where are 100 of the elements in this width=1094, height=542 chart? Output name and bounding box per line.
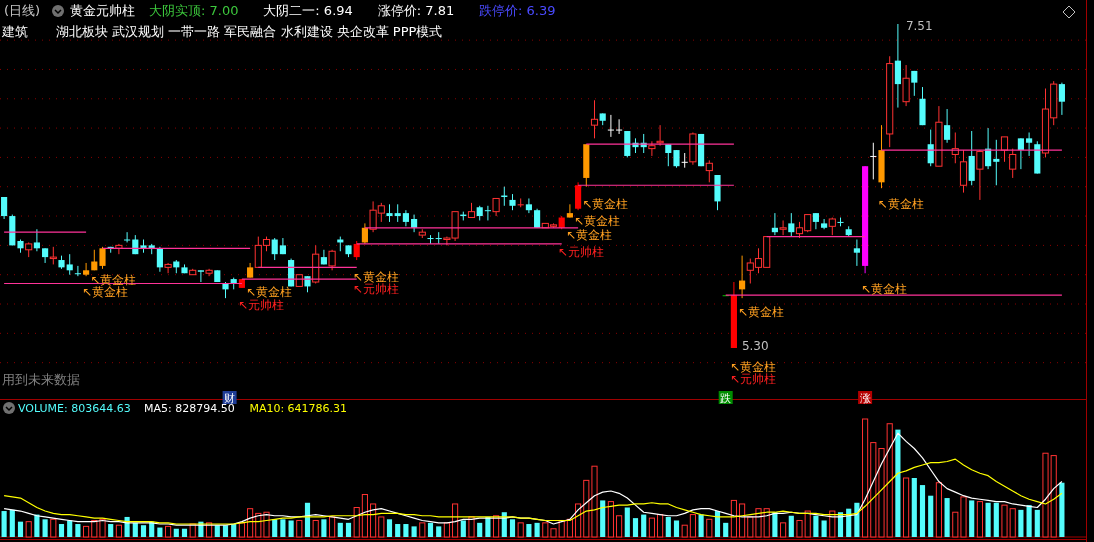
bar	[238, 522, 245, 538]
annotation: 建筑	[1, 24, 28, 39]
bar	[321, 519, 327, 537]
text: 涨	[859, 392, 871, 405]
candlestick	[993, 139, 1000, 186]
candlestick	[607, 114, 614, 138]
bar	[132, 522, 138, 537]
bar	[17, 521, 24, 537]
bar	[813, 515, 819, 537]
bar	[1034, 509, 1040, 537]
bar	[25, 521, 32, 538]
bar	[386, 519, 393, 537]
bar	[329, 516, 336, 538]
bar	[34, 514, 40, 537]
candlestick	[99, 246, 106, 270]
candlestick	[648, 140, 656, 157]
bar	[370, 503, 377, 538]
bar	[1026, 505, 1032, 537]
bar	[821, 520, 827, 537]
bar	[460, 520, 466, 537]
text: 跌停价: 6.39	[479, 3, 556, 18]
bar	[1018, 509, 1024, 537]
bar	[903, 477, 910, 538]
bar	[895, 429, 901, 537]
text: ↖元帅柱	[729, 372, 776, 386]
annotation: ↖黄金柱	[582, 196, 629, 211]
text: ↖黄金柱	[729, 360, 776, 374]
text: 财	[224, 392, 236, 405]
bar	[607, 501, 614, 538]
bar	[1, 511, 7, 537]
candlestick	[1026, 131, 1033, 157]
bar	[928, 495, 934, 537]
annotation: ↖黄金柱	[565, 227, 612, 242]
bar	[665, 516, 671, 537]
candlestick	[821, 218, 828, 230]
bar	[681, 524, 688, 538]
candlestick	[74, 265, 81, 277]
candlestick	[328, 249, 336, 271]
bar	[140, 525, 147, 537]
bar	[165, 525, 172, 538]
annotation: 5.30	[741, 339, 769, 353]
candlestick	[156, 246, 163, 273]
bar	[600, 500, 606, 537]
bar	[534, 522, 540, 537]
bar	[436, 526, 442, 537]
bar	[624, 507, 630, 537]
annotation: ↖元帅柱	[557, 245, 604, 260]
bar	[345, 522, 352, 537]
bar	[361, 494, 368, 538]
bar	[58, 524, 65, 537]
bar	[985, 502, 991, 537]
bar	[566, 518, 573, 538]
candlestick	[902, 64, 910, 107]
bar	[477, 522, 483, 537]
bar	[427, 522, 434, 537]
candlestick	[353, 240, 360, 261]
bar	[919, 485, 926, 537]
bar	[575, 503, 582, 538]
candlestick	[1009, 148, 1017, 179]
bar	[632, 518, 639, 537]
candlestick	[911, 70, 918, 97]
bar	[993, 502, 999, 537]
bar	[616, 515, 623, 538]
candlestick	[870, 142, 877, 180]
candlestick	[1058, 82, 1065, 116]
candlestick	[779, 219, 787, 236]
bar	[698, 514, 704, 537]
bar	[272, 519, 278, 537]
text: 大阴实顶: 7.00	[149, 3, 239, 18]
text: MA10: 641786.31	[249, 402, 348, 415]
bar	[353, 507, 360, 538]
candlestick	[616, 118, 623, 135]
bar	[526, 524, 532, 537]
bar	[723, 522, 729, 537]
bar	[935, 482, 942, 538]
candlestick	[361, 222, 368, 245]
bar	[944, 498, 950, 537]
candlestick	[66, 253, 73, 276]
candlestick	[320, 249, 327, 265]
text: (日线)	[4, 3, 41, 18]
candlestick	[944, 108, 951, 144]
bar	[280, 519, 286, 537]
bar	[378, 516, 385, 538]
annotation: ↖元帅柱	[237, 297, 284, 312]
bar	[788, 515, 794, 537]
bar	[181, 528, 188, 537]
candlestick	[976, 149, 984, 201]
bar	[911, 478, 917, 537]
text: VOLUME: 803644.63	[18, 402, 131, 415]
annotation: ↖黄金柱	[574, 214, 621, 229]
text: 大阴二一: 6.94	[263, 3, 353, 18]
bar	[443, 522, 450, 538]
text: 用到未来数据	[2, 372, 80, 387]
candlestick	[894, 23, 901, 109]
bar	[673, 520, 680, 537]
bar	[969, 500, 975, 537]
bar	[83, 525, 90, 538]
candlestick	[33, 228, 40, 252]
bar	[517, 522, 524, 538]
bar	[296, 519, 303, 538]
